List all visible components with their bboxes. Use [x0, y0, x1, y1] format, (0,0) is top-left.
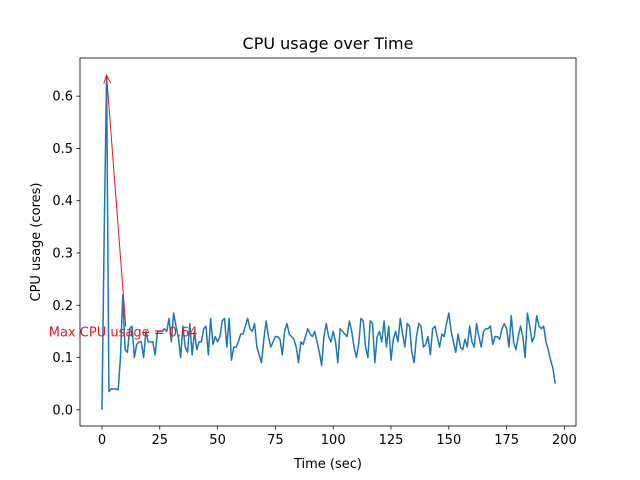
- y-axis-label: CPU usage (cores): [29, 183, 44, 302]
- x-tick-label: 25: [152, 433, 169, 448]
- chart-title: CPU usage over Time: [243, 34, 414, 53]
- y-tick-label: 0.5: [52, 142, 73, 157]
- x-tick-label: 50: [209, 433, 226, 448]
- y-tick-label: 0.3: [52, 246, 73, 261]
- annotation-text: Max CPU usage = 0.64: [49, 326, 198, 341]
- annotation-arrowhead: [103, 74, 112, 84]
- x-tick-label: 0: [98, 433, 106, 448]
- x-axis-label: Time (sec): [293, 457, 362, 472]
- y-tick-label: 0.2: [52, 299, 73, 314]
- x-tick-label: 175: [494, 433, 519, 448]
- plot-frame: [79, 57, 577, 427]
- x-tick-label: 150: [436, 433, 461, 448]
- x-tick-label: 100: [321, 433, 346, 448]
- annotation-arrow: [106, 75, 127, 327]
- line-series: [101, 74, 556, 410]
- y-tick-label: 0.1: [52, 351, 73, 366]
- y-tick-label: 0.4: [52, 194, 73, 209]
- x-tick-label: 200: [552, 433, 577, 448]
- y-tick-label: 0.6: [52, 90, 73, 105]
- x-tick-label: 125: [379, 433, 404, 448]
- x-tick-label: 75: [267, 433, 284, 448]
- y-tick-label: 0.0: [52, 403, 73, 418]
